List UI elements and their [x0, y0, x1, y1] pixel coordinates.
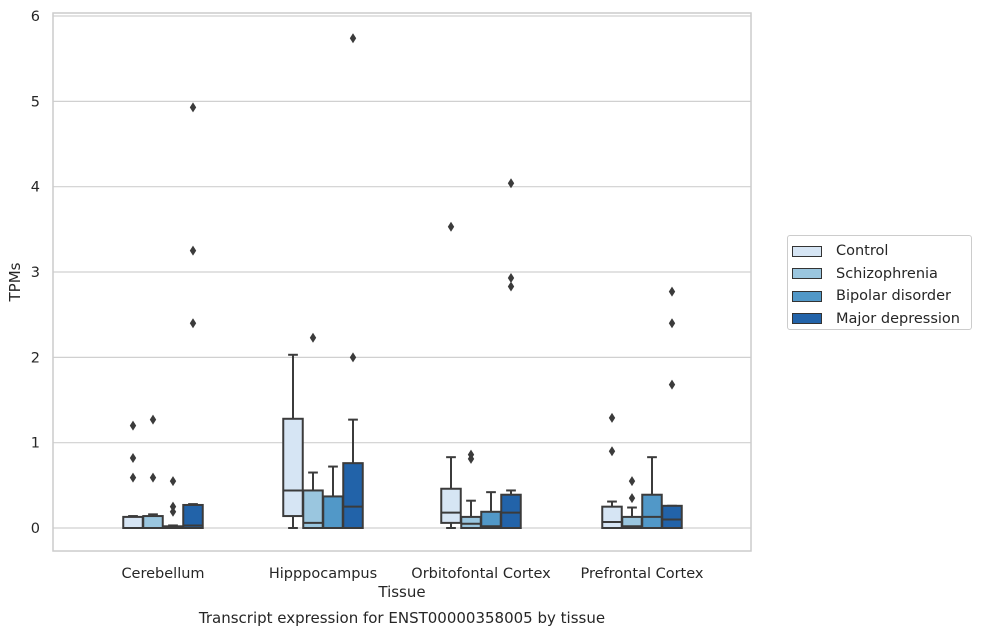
y-tick-label: 2	[31, 350, 40, 366]
box-group	[302, 332, 324, 530]
box-group	[440, 221, 462, 529]
x-tick-label: Hipppocampus	[269, 566, 377, 582]
outlier-point	[169, 506, 177, 517]
outlier-point	[189, 245, 197, 256]
box-group	[162, 476, 184, 529]
box	[122, 515, 144, 530]
outlier-point	[129, 420, 137, 431]
outlier-point	[507, 178, 515, 189]
outlier-point	[668, 286, 676, 297]
legend-item: Major depression	[792, 308, 971, 331]
outlier-point	[149, 414, 157, 425]
legend-item: Schizophrenia	[792, 263, 971, 286]
outlier-point	[169, 501, 177, 512]
legend-swatch	[792, 290, 822, 302]
outlier-point	[668, 379, 676, 390]
y-axis-label: TPMs	[6, 262, 24, 302]
legend-swatch	[792, 268, 822, 280]
box	[601, 505, 623, 530]
box-group	[661, 286, 683, 530]
box	[142, 515, 164, 529]
outlier-point	[129, 453, 137, 464]
box	[500, 493, 522, 530]
y-tick-label: 6	[31, 9, 40, 25]
outlier-point	[608, 446, 616, 457]
y-tick-label: 5	[31, 94, 40, 110]
box-group	[500, 178, 522, 530]
legend-label: Major depression	[836, 310, 960, 327]
outlier-point	[189, 318, 197, 329]
box-group	[460, 449, 482, 530]
outlier-point	[349, 352, 357, 363]
outlier-point	[628, 493, 636, 504]
box-group	[601, 412, 623, 530]
box	[661, 504, 683, 530]
box-group	[480, 491, 502, 529]
box-group	[282, 353, 304, 529]
box-group	[322, 465, 344, 529]
box-group	[342, 33, 364, 529]
y-tick-label: 4	[31, 180, 40, 196]
box	[342, 462, 364, 529]
box-group	[142, 414, 164, 529]
outlier-point	[309, 332, 317, 343]
outlier-point	[628, 476, 636, 487]
x-tick-label: Prefrontal Cortex	[581, 566, 704, 582]
box	[282, 417, 304, 518]
box	[182, 503, 204, 530]
box-group	[182, 102, 204, 530]
outlier-point	[149, 472, 157, 483]
outlier-point	[507, 272, 515, 283]
legend-label: Control	[836, 243, 889, 260]
outlier-point	[129, 472, 137, 483]
y-tick-label: 0	[31, 521, 40, 537]
outlier-point	[189, 102, 197, 113]
x-axis-label: Tissue	[377, 583, 425, 601]
outlier-point	[507, 281, 515, 292]
x-tick-label: Orbitofontal Cortex	[411, 566, 551, 582]
box	[440, 487, 462, 524]
chart-caption: Transcript expression for ENST0000035800…	[198, 609, 606, 627]
legend-label: Schizophrenia	[836, 265, 938, 282]
legend-item: Control	[792, 240, 971, 263]
box	[460, 515, 482, 530]
outlier-point	[349, 33, 357, 44]
legend: Control Schizophrenia Bipolar disorder Majo…	[787, 235, 972, 330]
outlier-point	[447, 221, 455, 232]
box	[641, 493, 663, 530]
outlier-point	[608, 412, 616, 423]
plot-frame	[52, 12, 752, 552]
y-tick-label: 3	[31, 265, 40, 281]
legend-swatch	[792, 313, 822, 325]
x-tick-label: Cerebellum	[121, 566, 204, 582]
outlier-point	[668, 318, 676, 329]
y-tick-label: 1	[31, 436, 40, 452]
box-group	[641, 456, 663, 530]
legend-label: Bipolar disorder	[836, 288, 951, 305]
box-group	[621, 476, 643, 530]
box-group	[122, 420, 144, 530]
outlier-point	[169, 476, 177, 487]
box	[322, 495, 344, 529]
legend-item: Bipolar disorder	[792, 285, 971, 308]
outlier-point	[467, 453, 475, 464]
legend-swatch	[792, 245, 822, 257]
